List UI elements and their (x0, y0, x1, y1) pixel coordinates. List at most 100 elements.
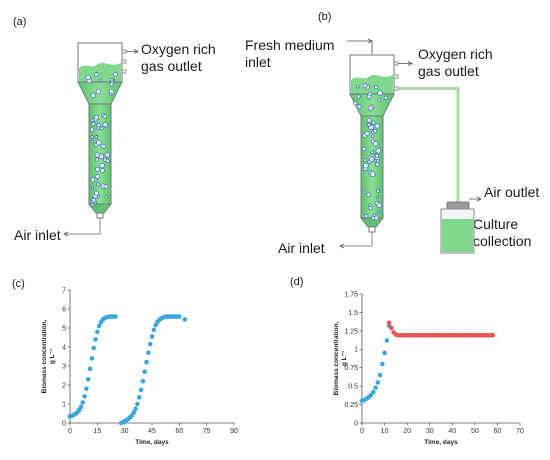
overflow-tube (398, 87, 460, 204)
bubble (363, 162, 369, 169)
data-point (146, 350, 151, 356)
data-point (113, 314, 118, 319)
bubble (99, 126, 104, 131)
bubble (112, 71, 119, 77)
data-point (91, 345, 96, 351)
bubble (85, 74, 91, 81)
panel-a-label: (a) (13, 16, 26, 28)
reactor-b (339, 38, 460, 249)
bubble (89, 127, 95, 132)
x-tick-label: 0 (360, 428, 364, 435)
bubble (105, 158, 110, 163)
bubble (94, 157, 100, 162)
x-tick-label: 70 (516, 428, 524, 435)
reactor-a-port-1 (121, 49, 127, 54)
panel-c-label: (c) (12, 278, 25, 290)
y-tick-label: 1 (62, 401, 66, 408)
bubble (375, 195, 379, 200)
bubble (102, 122, 108, 128)
reactor-a-outlet-arrow (133, 49, 139, 54)
data-point (142, 369, 148, 375)
bubble (92, 202, 96, 206)
bubble (362, 190, 366, 194)
bubble (94, 114, 99, 120)
panel-b-air-outlet-label: Air outlet (484, 184, 539, 200)
bubble (356, 104, 362, 110)
bubble (94, 190, 100, 196)
bubble (102, 114, 107, 119)
bubble (95, 166, 100, 172)
bubble (368, 156, 375, 162)
bubble (372, 141, 379, 147)
y-tick-label: 1.75 (344, 291, 358, 298)
bubble (366, 117, 372, 123)
data-point (84, 386, 89, 392)
x-tick-label: 90 (230, 428, 238, 435)
bubble (91, 121, 96, 127)
bubble (376, 202, 382, 208)
x-tick-label: 60 (175, 428, 183, 435)
reactor-b-port-3 (393, 86, 399, 91)
bubble (361, 146, 367, 152)
bubble (364, 130, 370, 137)
bubble (376, 211, 380, 215)
x-tick-label: 10 (381, 428, 389, 435)
data-point (147, 341, 153, 347)
panel-b-fresh-medium-label-1: Fresh medium (245, 37, 334, 53)
data-point (140, 378, 146, 384)
panel-b-fresh-medium-label-2: inlet (245, 54, 271, 70)
bubble (90, 186, 94, 190)
data-point (386, 320, 392, 326)
bubble (90, 118, 95, 123)
bubble (373, 215, 379, 221)
reactor-a (63, 42, 139, 237)
y-tick-label: 6 (62, 306, 66, 313)
bubble (362, 83, 368, 89)
bubble (374, 85, 379, 90)
bubble (375, 162, 380, 167)
reactor-b-bubbles (353, 83, 388, 221)
x-tick-label: 0 (68, 428, 72, 435)
reactor-a-bottom (87, 203, 113, 214)
reactor-b-medium-arrow (367, 38, 373, 44)
data-point (78, 404, 84, 410)
bubble (94, 177, 98, 182)
bubble (94, 152, 100, 158)
data-point (96, 323, 102, 329)
x-tick-label: 75 (203, 428, 211, 435)
y-tick-label: 4 (62, 344, 66, 351)
bubble (363, 158, 367, 162)
bubble (364, 214, 369, 219)
reactor-b-port-1 (393, 61, 399, 66)
reactor-b-air-arrow (339, 243, 345, 249)
reactor-b-air-line (340, 232, 373, 247)
reactor-b-foam (351, 74, 393, 94)
bubble (369, 128, 373, 133)
reactor-a-port-3 (121, 69, 127, 74)
data-point (135, 401, 140, 407)
data-point (138, 387, 144, 393)
data-point (182, 317, 188, 322)
x-tick-label: 15 (93, 428, 101, 435)
x-tick-label: 60 (494, 428, 502, 435)
bubble (374, 153, 379, 158)
panel-b-air-inlet-label: Air inlet (278, 240, 325, 256)
bubble (371, 134, 375, 138)
reactor-a-port-2 (121, 59, 127, 64)
data-point (144, 359, 149, 365)
x-tick-label: 40 (448, 428, 456, 435)
data-point (177, 314, 182, 319)
y-tick-label: 0 (62, 420, 66, 427)
bubble (95, 174, 100, 179)
y-tick-label: 0.5 (348, 384, 358, 391)
bubble (96, 139, 102, 146)
panel-d: (d) 0 10 20 30 40 50 60 70 0 0.25 0.5 0.75 1 1.25 1.5 1… (290, 276, 524, 446)
y-axis-label-2: g L⁻¹ (341, 351, 348, 366)
reactor-b-nozzle (368, 226, 376, 233)
data-point (133, 406, 138, 412)
bubble (376, 189, 380, 193)
reactor-a-air-arrow (63, 231, 69, 237)
bubble (109, 82, 114, 87)
data-point (80, 400, 86, 405)
bubble (368, 205, 373, 211)
